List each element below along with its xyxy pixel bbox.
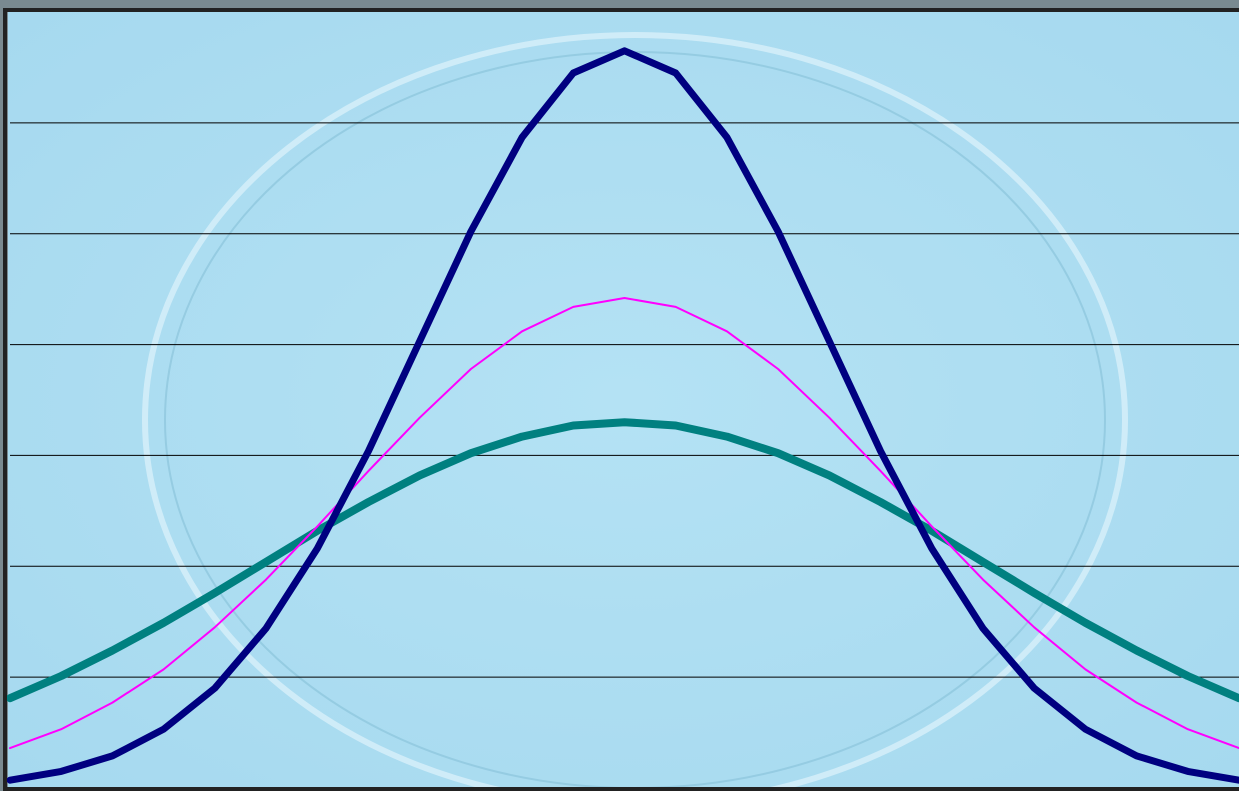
chart (0, 0, 1239, 791)
page: (() => { const data = JSON.parse(documen… (0, 0, 1239, 791)
plot-background (8, 12, 1239, 788)
